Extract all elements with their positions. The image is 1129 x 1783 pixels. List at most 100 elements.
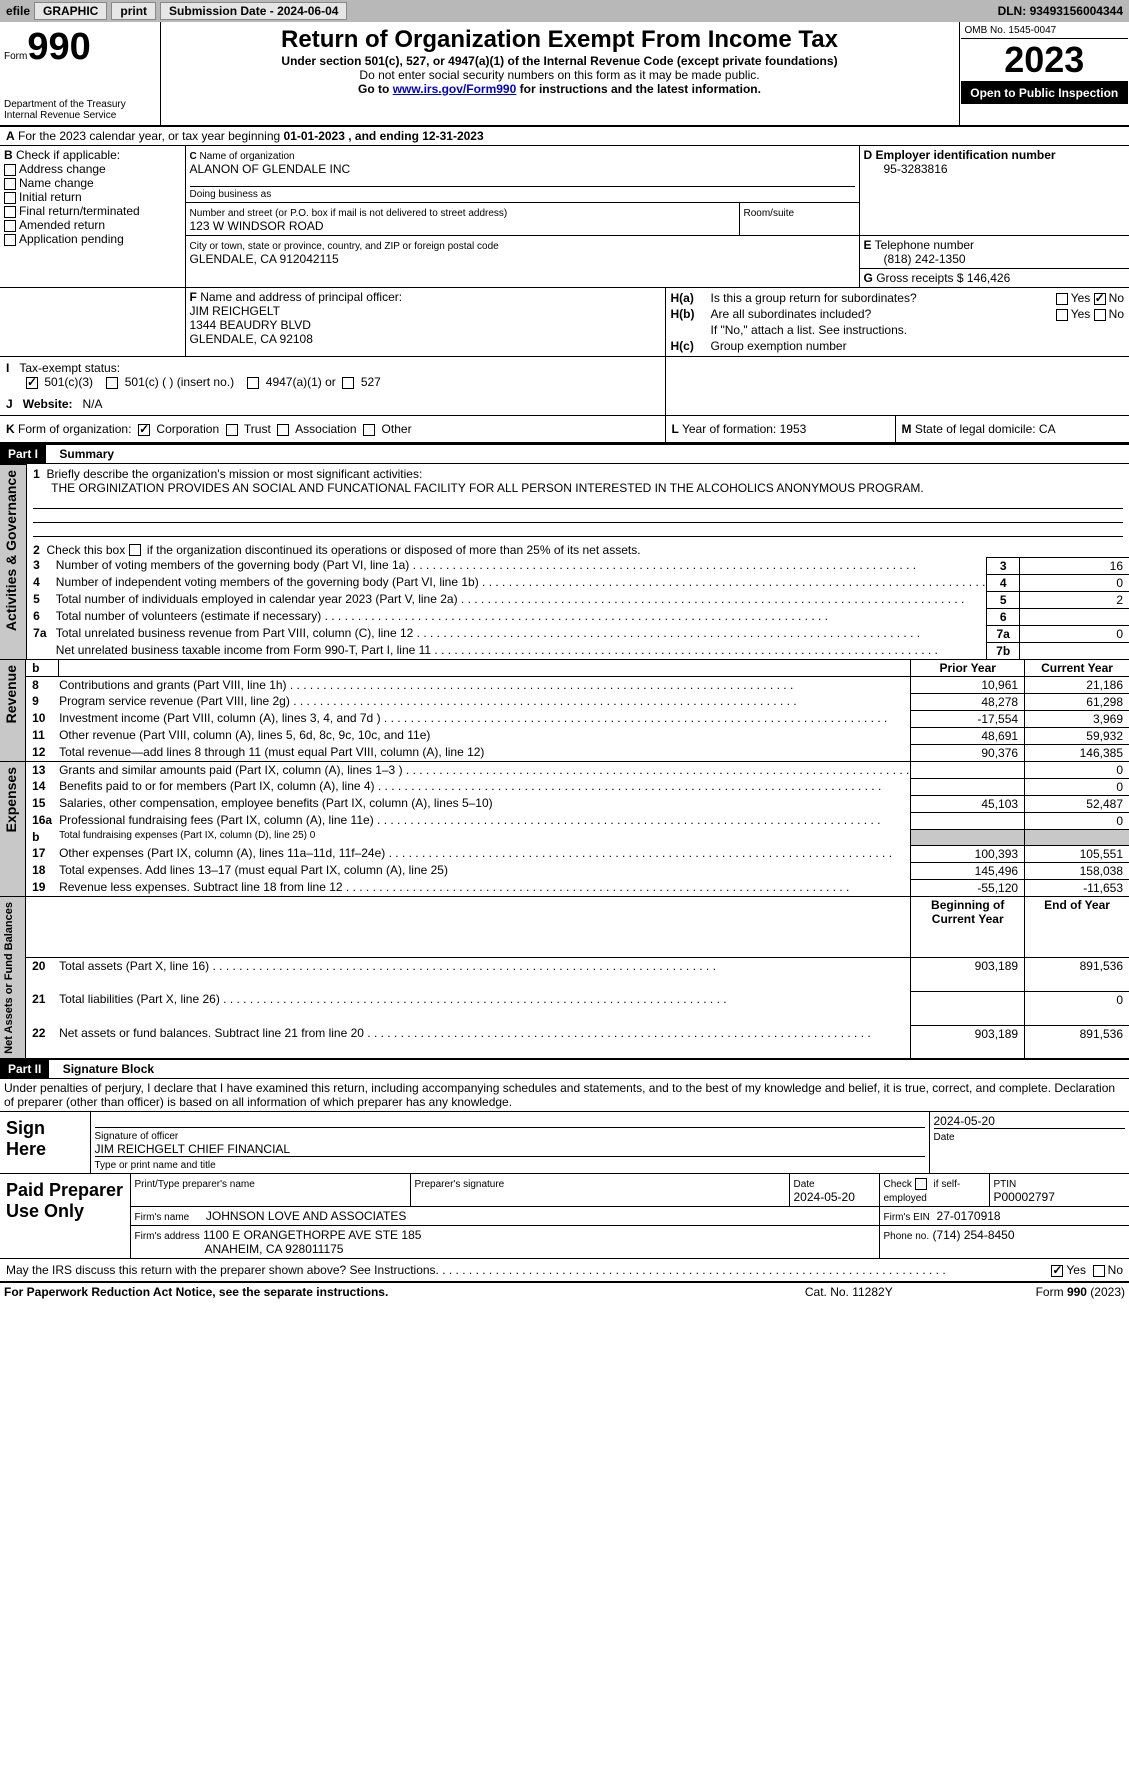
i-label: Tax-exempt status:: [19, 361, 120, 375]
b-title: Check if applicable:: [16, 148, 120, 162]
row-10: 10Investment income (Part VIII, column (…: [0, 710, 1129, 727]
irs-link[interactable]: www.irs.gov/Form990: [393, 82, 517, 96]
city-lbl: City or town, state or province, country…: [190, 241, 499, 252]
cb-corp[interactable]: [138, 424, 150, 436]
cb-assoc[interactable]: [277, 424, 289, 436]
e16b-n: b: [32, 830, 39, 844]
r12-p: 90,376: [911, 744, 1025, 761]
prep-date: 2024-05-20: [794, 1190, 855, 1204]
e14-n: 14: [32, 779, 45, 793]
cb-address-change[interactable]: [4, 164, 16, 176]
vlabel-netassets: Net Assets or Fund Balances: [1, 898, 17, 1058]
form-header: Form990 Department of the Treasury Inter…: [0, 22, 1129, 127]
paid-preparer-block: Paid Preparer Use Only Print/Type prepar…: [0, 1174, 1129, 1259]
part1-finance: Revenue b Prior Year Current Year 8Contr…: [0, 660, 1129, 1060]
ln7a-k: 7a: [987, 625, 1019, 642]
part1-header-row: Part I Summary: [0, 444, 1129, 464]
omb-label: OMB No.: [965, 25, 1009, 36]
ln6-t: Total number of volunteers (estimate if …: [56, 609, 321, 623]
ln7a-n: 7a: [33, 626, 46, 640]
cb-other[interactable]: [363, 424, 375, 436]
m-label: State of legal domicile:: [915, 422, 1036, 436]
e13-c: 0: [1025, 761, 1129, 778]
b-final: Final return/terminated: [19, 204, 140, 218]
mission-line3: [33, 523, 1123, 537]
q2-post: if the organization discontinued its ope…: [147, 543, 641, 557]
n21-p: [911, 991, 1025, 1025]
cb-initial-return[interactable]: [4, 192, 16, 204]
cb-name-change[interactable]: [4, 178, 16, 190]
cb-app-pending[interactable]: [4, 234, 16, 246]
row-22: 22Net assets or fund balances. Subtract …: [0, 1025, 1129, 1059]
r10-c: 3,969: [1025, 710, 1129, 727]
cb-irs-no[interactable]: [1093, 1265, 1105, 1277]
l-label: Year of formation:: [682, 422, 776, 436]
row-7b: Net unrelated business taxable income fr…: [0, 642, 1129, 659]
cb-501c[interactable]: [106, 377, 118, 389]
e19-p: -55,120: [911, 879, 1025, 896]
e13-t: Grants and similar amounts paid (Part IX…: [59, 763, 402, 777]
goto-suffix: for instructions and the latest informat…: [516, 82, 761, 96]
irs-yes: Yes: [1066, 1263, 1086, 1277]
cb-q2[interactable]: [129, 544, 141, 556]
k-label: Form of organization:: [18, 422, 131, 436]
cb-ha-yes[interactable]: [1056, 293, 1068, 305]
org-name: ALANON OF GLENDALE INC: [190, 162, 351, 176]
prep-name-lbl: Print/Type preparer's name: [135, 1179, 255, 1190]
e17-p: 100,393: [911, 845, 1025, 862]
row-14: 14Benefits paid to or for members (Part …: [0, 778, 1129, 795]
cb-final-return[interactable]: [4, 206, 16, 218]
cb-hb-no[interactable]: [1094, 309, 1106, 321]
cb-4947[interactable]: [247, 377, 259, 389]
cb-irs-yes[interactable]: [1051, 1265, 1063, 1277]
row-16a: 16aProfessional fundraising fees (Part I…: [0, 812, 1129, 829]
n20-p: 903,189: [911, 958, 1025, 992]
r10-t: Investment income (Part VIII, column (A)…: [59, 711, 380, 725]
row-19: 19Revenue less expenses. Subtract line 1…: [0, 879, 1129, 896]
row-20: 20Total assets (Part X, line 16)903,1898…: [0, 958, 1129, 992]
a-begin: 01-01-2023: [284, 129, 345, 143]
cb-self-employed[interactable]: [915, 1178, 927, 1190]
cb-501c3[interactable]: [26, 377, 38, 389]
hb-label: Are all subordinates included?: [710, 306, 1016, 322]
r9-n: 9: [32, 694, 39, 708]
header-sub3: Go to www.irs.gov/Form990 for instructio…: [165, 82, 955, 96]
r8-n: 8: [32, 678, 39, 692]
cb-hb-yes[interactable]: [1056, 309, 1068, 321]
cb-527[interactable]: [342, 377, 354, 389]
part1-table: Activities & Governance 1 Briefly descri…: [0, 464, 1129, 660]
e16a-n: 16a: [32, 813, 52, 827]
city-value: GLENDALE, CA 912042115: [190, 252, 339, 266]
e19-c: -11,653: [1025, 879, 1129, 896]
d-label: Employer identification number: [876, 148, 1056, 162]
ln3-k: 3: [987, 557, 1019, 574]
cat-no: Cat. No. 11282Y: [756, 1283, 941, 1301]
a-line-pre: For the 2023 calendar year, or tax year …: [18, 129, 284, 143]
r8-c: 21,186: [1025, 676, 1129, 693]
cb-trust[interactable]: [226, 424, 238, 436]
r11-p: 48,691: [911, 727, 1025, 744]
k-corp: Corporation: [156, 422, 219, 436]
n21-n: 21: [32, 992, 45, 1006]
r9-p: 48,278: [911, 693, 1025, 710]
row-3: 3Number of voting members of the governi…: [0, 557, 1129, 574]
r9-c: 61,298: [1025, 693, 1129, 710]
cb-amended-return[interactable]: [4, 220, 16, 232]
omb-value: 1545-0047: [1008, 25, 1056, 36]
firm-addr2: ANAHEIM, CA 928011175: [135, 1242, 344, 1256]
firm-ein: 27-0170918: [937, 1209, 1001, 1223]
mission-line1: [33, 495, 1123, 509]
dln-label: DLN:: [998, 4, 1030, 18]
r12-n: 12: [32, 745, 45, 759]
signature-declaration: Under penalties of perjury, I declare th…: [0, 1079, 1129, 1111]
e16b-p: [911, 829, 1025, 845]
e16b-t: Total fundraising expenses (Part IX, col…: [59, 830, 315, 841]
may-irs-text: May the IRS discuss this return with the…: [6, 1263, 439, 1277]
ln7b-k: 7b: [987, 642, 1019, 659]
ln7a-v: 0: [1019, 625, 1129, 642]
dln: DLN: 93493156004344: [998, 4, 1123, 18]
efile-graphic-button[interactable]: GRAPHIC: [34, 2, 107, 20]
print-button[interactable]: print: [111, 2, 156, 20]
cb-ha-no[interactable]: [1094, 293, 1106, 305]
n22-p: 903,189: [911, 1025, 1025, 1059]
